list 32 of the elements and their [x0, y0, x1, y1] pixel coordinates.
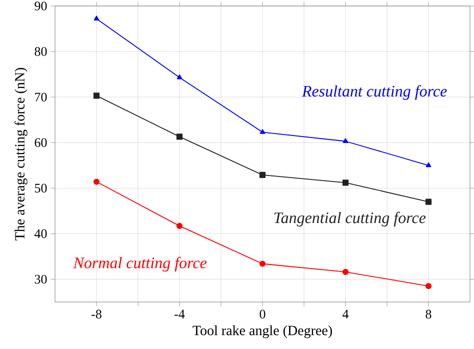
series-label: Tangential cutting force: [274, 212, 426, 226]
y-tick-label: 70: [35, 92, 47, 102]
point: [176, 74, 182, 80]
point: [176, 222, 183, 229]
y-tick-label: 40: [34, 229, 47, 238]
point: [342, 138, 348, 143]
point: [342, 268, 349, 275]
point: [176, 134, 183, 140]
point: [93, 92, 100, 99]
point: [425, 283, 432, 290]
y-tick-label: 30: [34, 274, 47, 284]
x-tick-label: -4: [174, 310, 185, 318]
y-tick-label: 80: [34, 47, 47, 56]
point: [259, 172, 266, 178]
x-axis-title: Tool rake angle (Degree): [192, 325, 332, 338]
y-axis-title: The average cutting force (nN): [14, 68, 28, 240]
y-tick-label: 50: [34, 184, 47, 193]
y-tick-label: 90: [34, 2, 47, 10]
point: [94, 16, 100, 20]
point: [426, 162, 432, 168]
point: [260, 129, 266, 134]
y-tick-label: 60: [34, 138, 47, 147]
x-tick-label: 8: [426, 310, 432, 319]
x-tick-label: -8: [92, 310, 102, 319]
text: Resultant cutting force: [302, 85, 447, 100]
series-label: Normal cutting force: [73, 256, 207, 272]
point: [93, 178, 100, 185]
x-tick-label: 0: [260, 310, 266, 319]
point: [342, 180, 349, 186]
point: [259, 260, 266, 267]
point: [425, 198, 432, 205]
x-tick-label: 4: [342, 310, 349, 318]
